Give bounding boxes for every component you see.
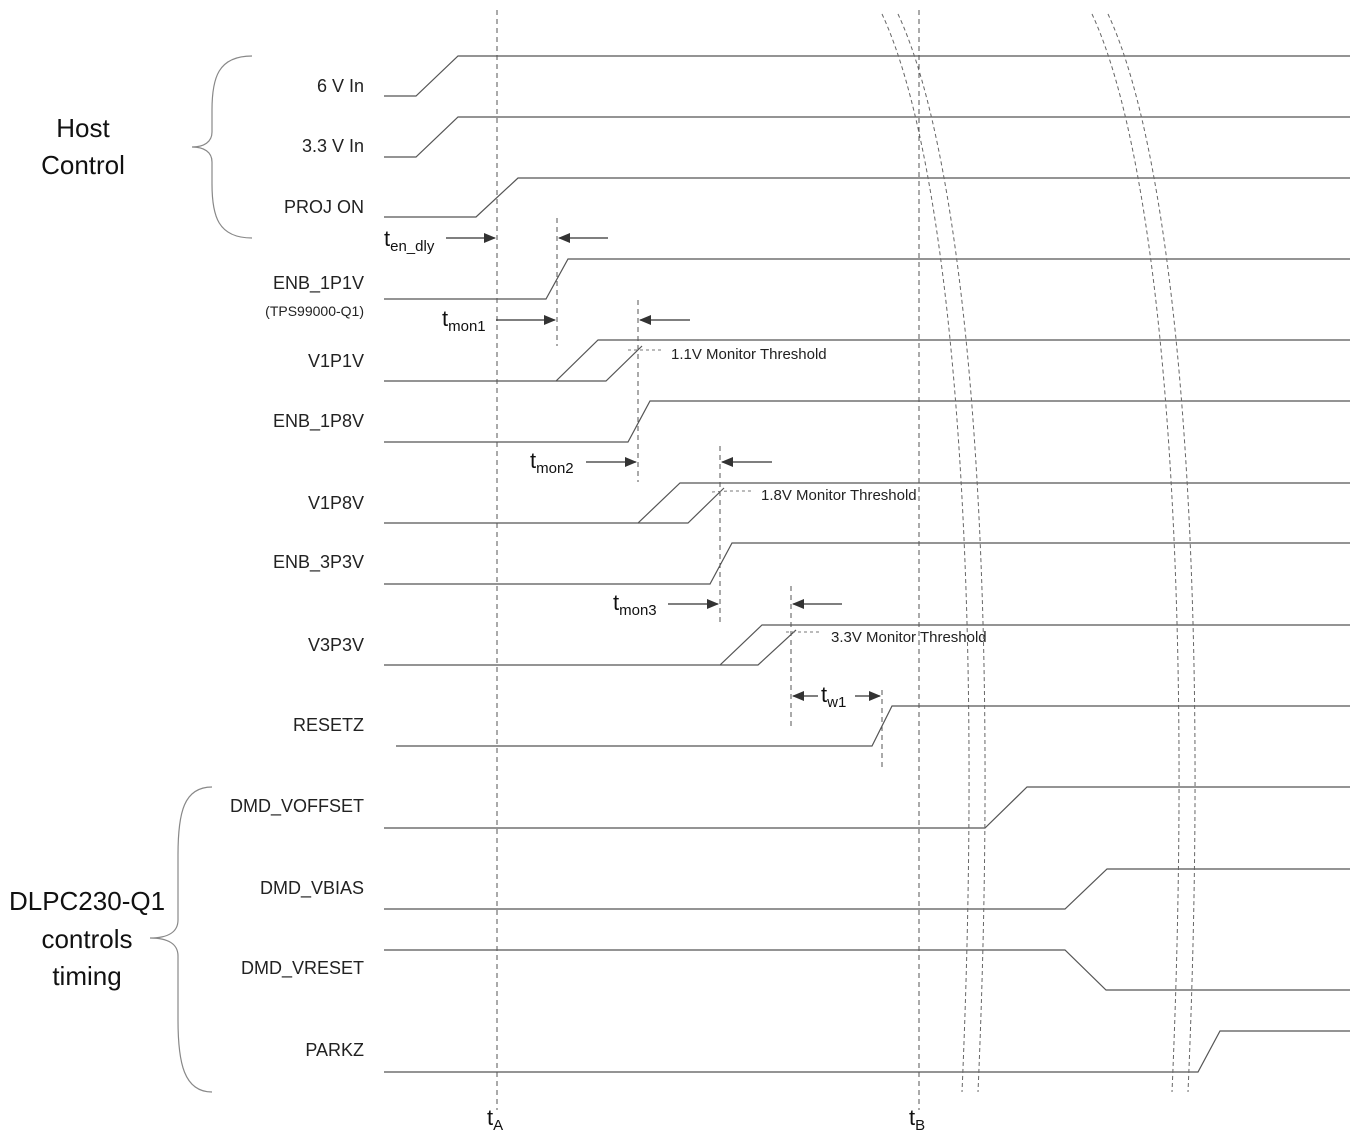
label-resetz: RESETZ bbox=[293, 715, 364, 735]
time-break-2b bbox=[1107, 13, 1196, 1093]
wave-v1p1v-late bbox=[556, 345, 643, 382]
threshold-label-3v3: 3.3V Monitor Threshold bbox=[831, 629, 987, 646]
label-v1p8v: V1P8V bbox=[308, 493, 364, 513]
label-6v-in: 6 V In bbox=[317, 76, 364, 96]
wave-dmd-vbias bbox=[384, 868, 1350, 910]
threshold-label-1v1: 1.1V Monitor Threshold bbox=[671, 346, 827, 363]
label-dmd-vbias: DMD_VBIAS bbox=[260, 878, 364, 899]
wave-v1p1v bbox=[384, 339, 1350, 382]
label-t-mon1: tmon1 bbox=[442, 306, 486, 335]
time-break-1b bbox=[897, 13, 986, 1093]
wave-parkz bbox=[384, 1030, 1350, 1073]
wave-dmd-vreset bbox=[384, 949, 1350, 991]
label-dmd-vreset: DMD_VRESET bbox=[241, 958, 364, 979]
label-enb-1p8v: ENB_1P8V bbox=[273, 411, 364, 432]
wave-v1p8v-late bbox=[638, 487, 725, 524]
label-enb-3p3v: ENB_3P3V bbox=[273, 552, 364, 573]
label-t-en-dly: ten_dly bbox=[384, 226, 435, 255]
label-t-b: tB bbox=[909, 1105, 925, 1130]
label-proj-on: PROJ ON bbox=[284, 197, 364, 217]
wave-enb-3p3v bbox=[384, 542, 1350, 585]
label-t-w1: tw1 bbox=[821, 682, 846, 711]
host-control-label-2: Control bbox=[41, 150, 125, 180]
wave-v3p3v bbox=[384, 624, 1350, 666]
dlpc-label-3: timing bbox=[52, 961, 121, 991]
label-dmd-voffset: DMD_VOFFSET bbox=[230, 796, 364, 817]
label-tps99000-q1: (TPS99000-Q1) bbox=[265, 303, 364, 319]
dlpc-controls-brace bbox=[149, 786, 213, 1093]
wave-resetz bbox=[396, 705, 1350, 747]
label-3v3-in: 3.3 V In bbox=[302, 136, 364, 156]
wave-v3p3v-late bbox=[720, 629, 797, 666]
wave-v1p8v bbox=[384, 482, 1350, 524]
wave-enb-1p1v bbox=[384, 258, 1350, 300]
label-t-mon2: tmon2 bbox=[530, 448, 574, 477]
time-break-2a bbox=[1091, 13, 1180, 1093]
threshold-label-1v8: 1.8V Monitor Threshold bbox=[761, 487, 917, 504]
wave-proj-on bbox=[384, 177, 1350, 218]
wave-6v-in bbox=[384, 55, 1350, 97]
host-control-label-1: Host bbox=[56, 113, 110, 143]
dlpc-label-1: DLPC230-Q1 bbox=[9, 886, 165, 916]
label-v1p1v: V1P1V bbox=[308, 351, 364, 371]
host-control-brace bbox=[191, 55, 253, 239]
time-break-1a bbox=[881, 13, 970, 1093]
wave-3v3-in bbox=[384, 116, 1350, 158]
label-enb-1p1v: ENB_1P1V bbox=[273, 273, 364, 294]
dlpc-label-2: controls bbox=[41, 924, 132, 954]
label-v3p3v: V3P3V bbox=[308, 635, 364, 655]
label-t-a: tA bbox=[487, 1105, 503, 1130]
threshold-leader-2 bbox=[711, 490, 754, 493]
label-t-mon3: tmon3 bbox=[613, 590, 657, 619]
wave-enb-1p8v bbox=[384, 400, 1350, 443]
label-parkz: PARKZ bbox=[305, 1040, 364, 1060]
wave-dmd-voffset bbox=[384, 786, 1350, 829]
